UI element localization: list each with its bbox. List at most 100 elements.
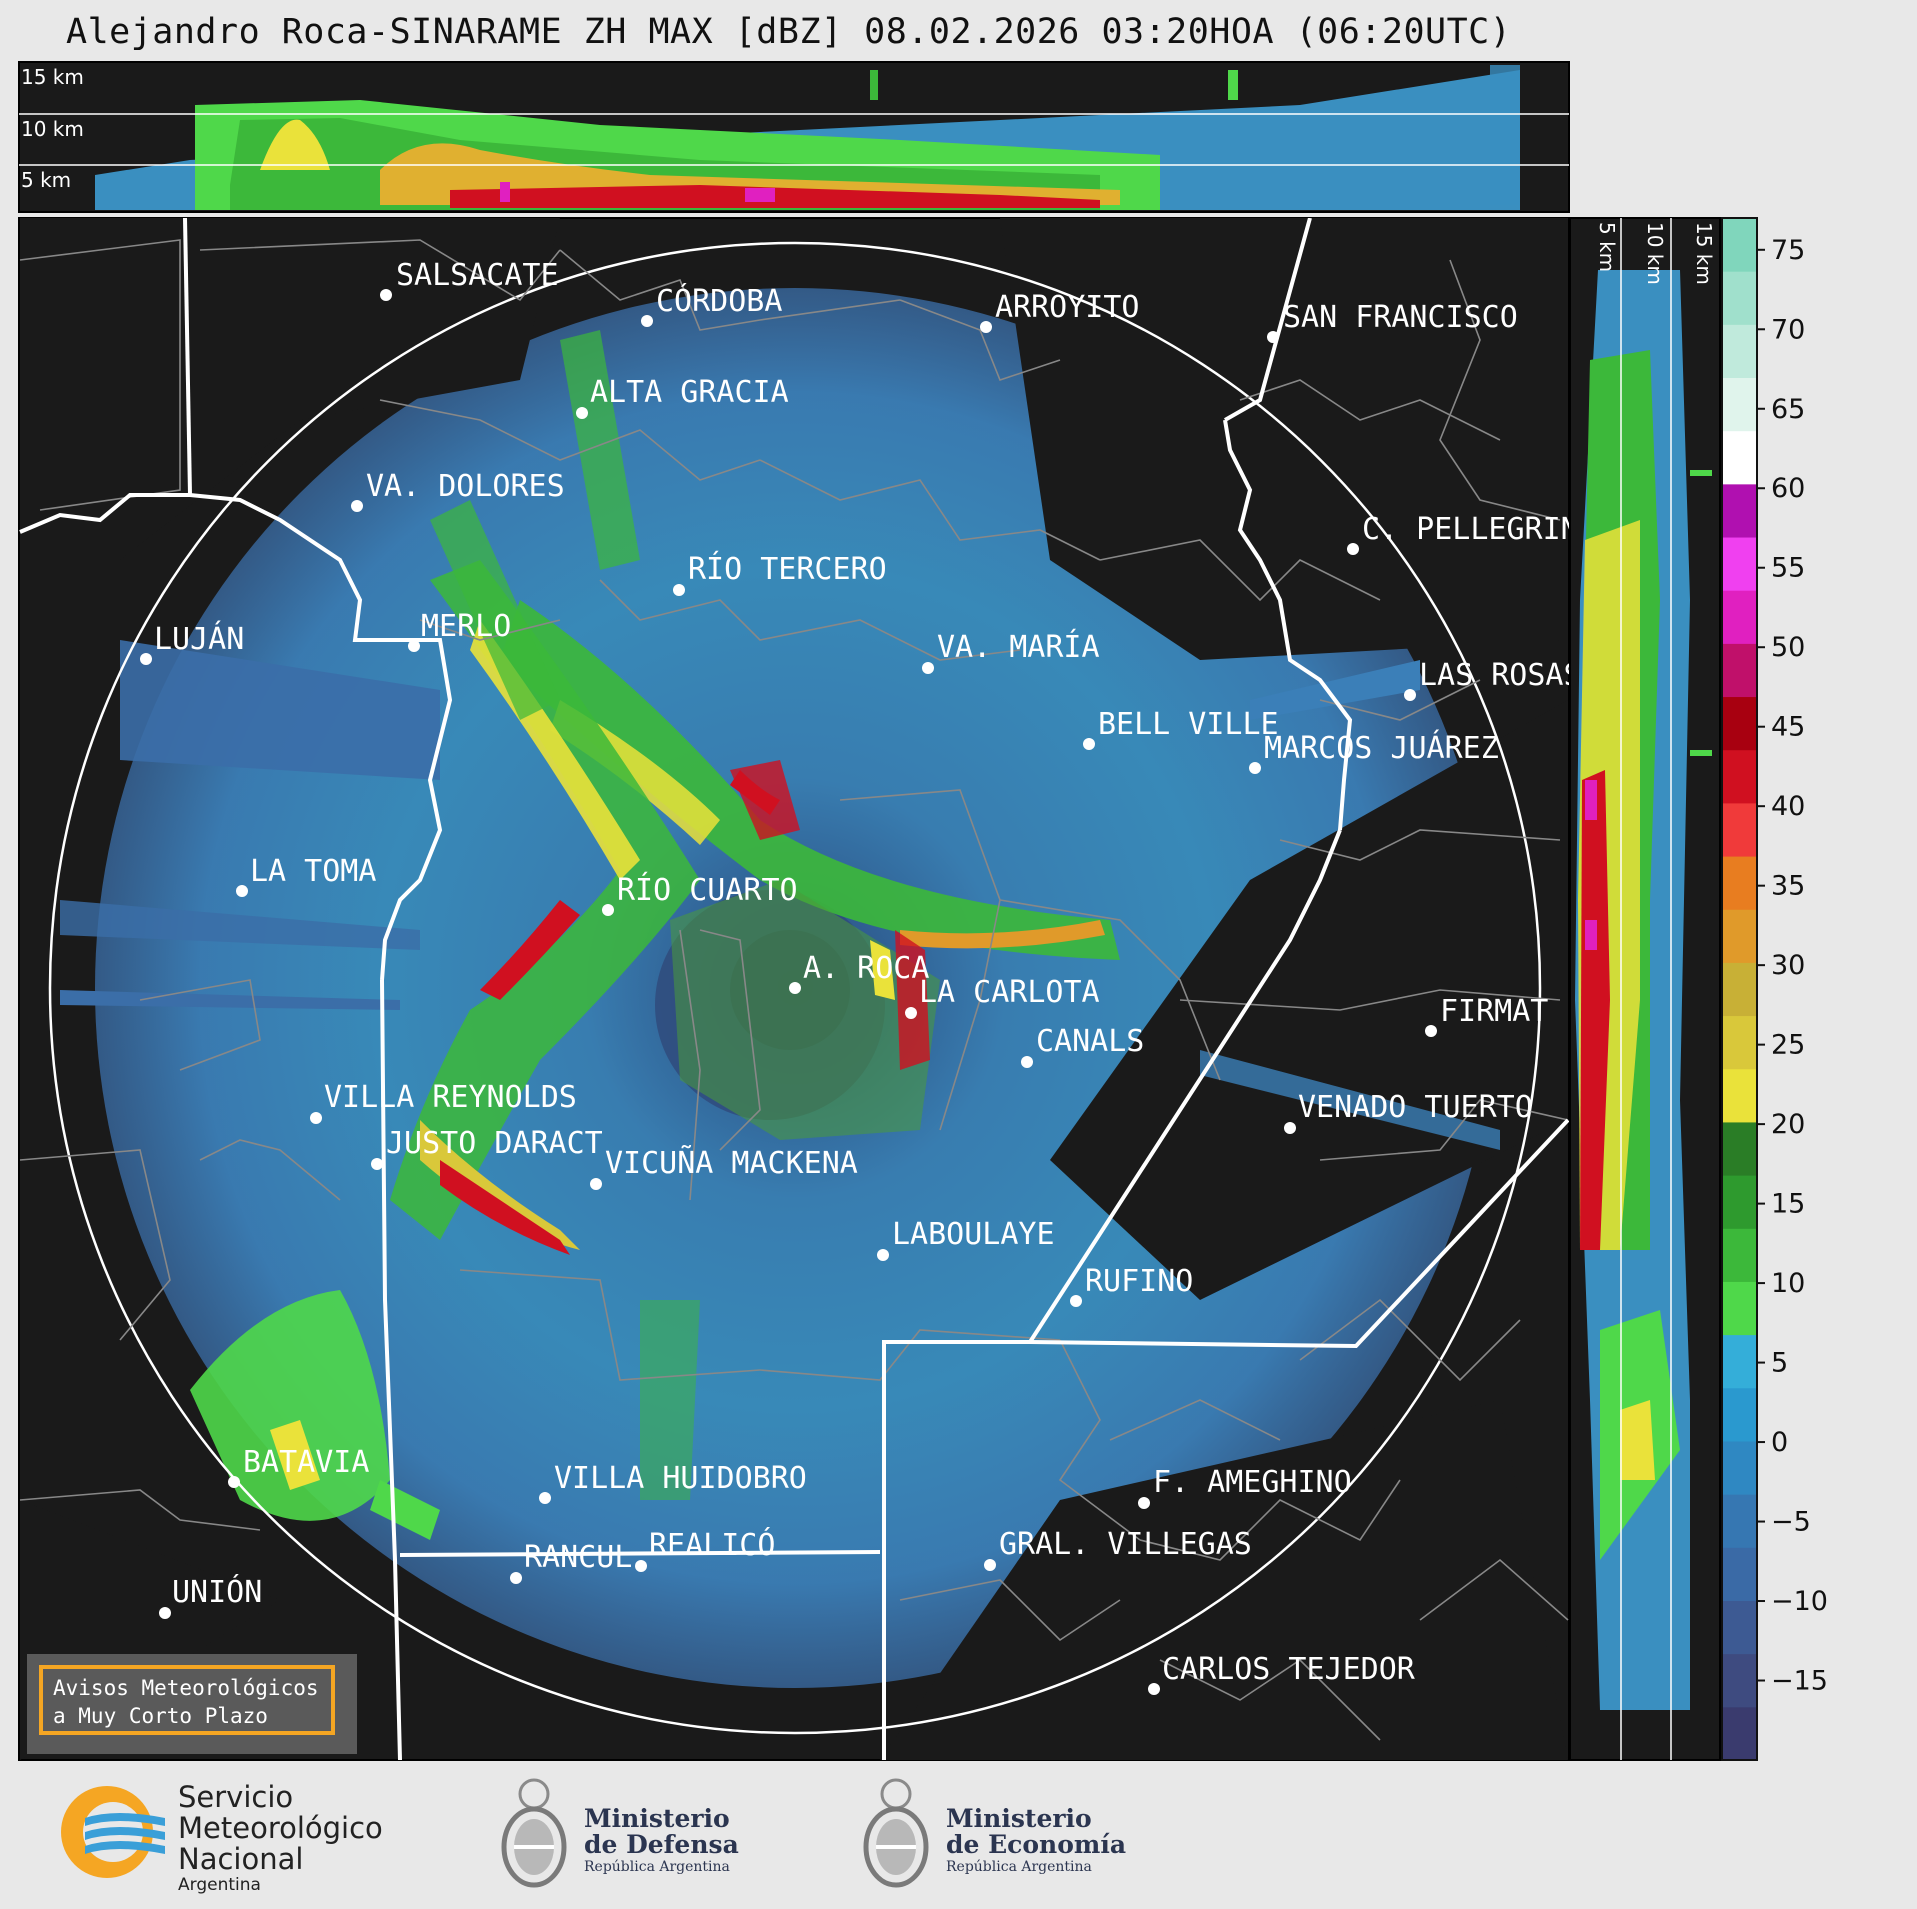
- colorbar-segment: [1722, 1440, 1757, 1495]
- economia-line-3: República Argentina: [946, 1859, 1092, 1875]
- city-label-san-francisco: SAN FRANCISCO: [1283, 300, 1518, 335]
- city-marker: LA TOMA: [236, 854, 376, 897]
- smn-line-1: Servicio: [178, 1780, 294, 1814]
- city-label-vicuna-mackena: VICUÑA MACKENA: [605, 1145, 858, 1181]
- city-label-firmat: FIRMAT: [1440, 994, 1548, 1029]
- city-marker: VA. DOLORES: [351, 469, 565, 512]
- smn-line-4: Argentina: [178, 1875, 261, 1895]
- city-marker: LABOULAYE: [877, 1217, 1055, 1261]
- colorbar-segment: [1722, 749, 1757, 804]
- city-label-va-maria: VA. MARÍA: [937, 629, 1100, 665]
- city-marker: GRAL. VILLEGAS: [984, 1527, 1252, 1571]
- colorbar-segment: [1722, 1334, 1757, 1389]
- colorbar-tick-label: 20: [1771, 1109, 1805, 1140]
- economia-line-1: Ministerio: [946, 1804, 1092, 1833]
- city-marker: BELL VILLE: [1083, 707, 1279, 750]
- colorbar-tick-label: −10: [1771, 1586, 1828, 1617]
- colorbar-segment: [1722, 483, 1757, 538]
- city-label-arroyito: ARROYITO: [995, 290, 1140, 325]
- side-altitude-panel: 5 km 10 km 15 km: [1569, 217, 1721, 1761]
- city-marker: SALSACATE: [380, 258, 559, 301]
- colorbar-segment: [1722, 324, 1757, 379]
- colorbar-tick-label: 30: [1771, 950, 1805, 981]
- defensa-line-3: República Argentina: [584, 1859, 730, 1875]
- colorbar-segment: [1722, 1706, 1757, 1761]
- city-marker: VILLA REYNOLDS: [310, 1080, 577, 1124]
- colorbar-tick-label: 55: [1771, 553, 1805, 584]
- city-label-va-dolores: VA. DOLORES: [366, 469, 565, 504]
- city-marker: SAN FRANCISCO: [1267, 300, 1518, 343]
- city-label-rio-cuarto: RÍO CUARTO: [617, 872, 798, 908]
- city-marker: MARCOS JUÁREZ: [1249, 730, 1499, 774]
- warning-line-1: Avisos Meteorológicos: [53, 1676, 319, 1700]
- colorbar-segment: [1722, 802, 1757, 857]
- colorbar-segment: [1722, 1068, 1757, 1123]
- city-label-f-ameghino: F. AMEGHINO: [1153, 1465, 1352, 1500]
- city-label-villa-reynolds: VILLA REYNOLDS: [324, 1080, 577, 1115]
- colorbar-segment: [1722, 1600, 1757, 1655]
- city-label-salsacate: SALSACATE: [396, 258, 559, 293]
- colorbar-segment: [1722, 590, 1757, 644]
- city-label-gral-villegas: GRAL. VILLEGAS: [999, 1527, 1252, 1562]
- colorbar-tick-label: 15: [1771, 1189, 1805, 1220]
- city-label-las-rosas: LAS ROSAS: [1419, 658, 1582, 693]
- side-alt-5: 5 km: [1595, 222, 1619, 272]
- colorbar-segments: [1722, 218, 1757, 1761]
- city-label-c-pellegrini: C. PELLEGRINI: [1362, 512, 1597, 547]
- city-label-la-carlota: LA CARLOTA: [919, 975, 1100, 1010]
- city-marker: JUSTO DARACT: [371, 1126, 603, 1170]
- city-label-venado-tuerto: VENADO TUERTO: [1298, 1090, 1533, 1125]
- city-marker: UNIÓN: [159, 1573, 262, 1619]
- colorbar-tick-label: −15: [1771, 1666, 1828, 1697]
- city-label-la-toma: LA TOMA: [250, 854, 376, 889]
- city-marker: BATAVIA: [228, 1445, 369, 1488]
- smn-logo-text: Servicio Meteorológico Nacional Argentin…: [178, 1780, 383, 1896]
- city-marker: LA CARLOTA: [905, 975, 1100, 1019]
- defensa-line-1: Ministerio: [584, 1804, 730, 1833]
- range-ring: [48, 241, 1542, 1735]
- colorbar-segment: [1722, 696, 1757, 751]
- colorbar-segment: [1722, 1121, 1757, 1176]
- top-alt-5: 5 km: [21, 168, 71, 192]
- colorbar-segment: [1722, 377, 1757, 432]
- smn-logo-icon: [61, 1786, 165, 1878]
- city-label-union: UNIÓN: [172, 1573, 262, 1610]
- city-label-a-roca: A. ROCA: [803, 951, 929, 986]
- top-panel-echoes: [95, 65, 1520, 210]
- top-altitude-panel: 15 km 10 km 5 km: [18, 61, 1570, 213]
- city-marker: RÍO TERCERO: [673, 551, 887, 596]
- city-label-canals: CANALS: [1036, 1024, 1144, 1059]
- colorbar-tick-label: 10: [1771, 1268, 1805, 1299]
- colorbar-tick-label: 65: [1771, 394, 1805, 425]
- smn-line-3: Nacional: [178, 1842, 304, 1876]
- warning-line-2: a Muy Corto Plazo: [53, 1704, 268, 1728]
- colorbar-segment: [1722, 1547, 1757, 1601]
- city-marker: MERLO: [408, 609, 511, 652]
- side-alt-10: 10 km: [1643, 222, 1667, 285]
- city-markers: SALSACATE CÓRDOBA ARROYITO SAN FRANCISCO…: [140, 258, 1597, 1695]
- map-title: Alejandro Roca-SINARAME ZH MAX [dBZ] 08.…: [66, 12, 1512, 52]
- colorbar-tick-label: −5: [1771, 1507, 1811, 1538]
- colorbar-tick-label: 45: [1771, 712, 1805, 743]
- city-label-justo-daract: JUSTO DARACT: [386, 1126, 603, 1161]
- city-marker: ALTA GRACIA: [576, 375, 789, 419]
- city-label-cordoba: CÓRDOBA: [656, 282, 782, 319]
- colorbar-segment: [1722, 537, 1757, 591]
- city-marker: VICUÑA MACKENA: [590, 1145, 858, 1190]
- colorbar-segment: [1722, 1387, 1757, 1442]
- province-boundaries: [19, 218, 1569, 1760]
- colorbar-segment: [1722, 643, 1757, 698]
- top-alt-15: 15 km: [21, 65, 84, 89]
- city-marker: RANCUL: [510, 1540, 632, 1584]
- colorbar-tick-label: 70: [1771, 314, 1805, 345]
- city-marker: ARROYITO: [980, 290, 1140, 333]
- coat-of-arms-icon: [501, 1778, 567, 1888]
- colorbar-segment: [1722, 1281, 1757, 1336]
- top-alt-10: 10 km: [21, 117, 84, 141]
- colorbar-tick-label: 0: [1771, 1427, 1788, 1458]
- department-boundaries: [19, 239, 1569, 1741]
- city-marker: CÓRDOBA: [641, 282, 782, 327]
- side-alt-15: 15 km: [1692, 222, 1716, 285]
- city-marker: A. ROCA: [789, 951, 929, 994]
